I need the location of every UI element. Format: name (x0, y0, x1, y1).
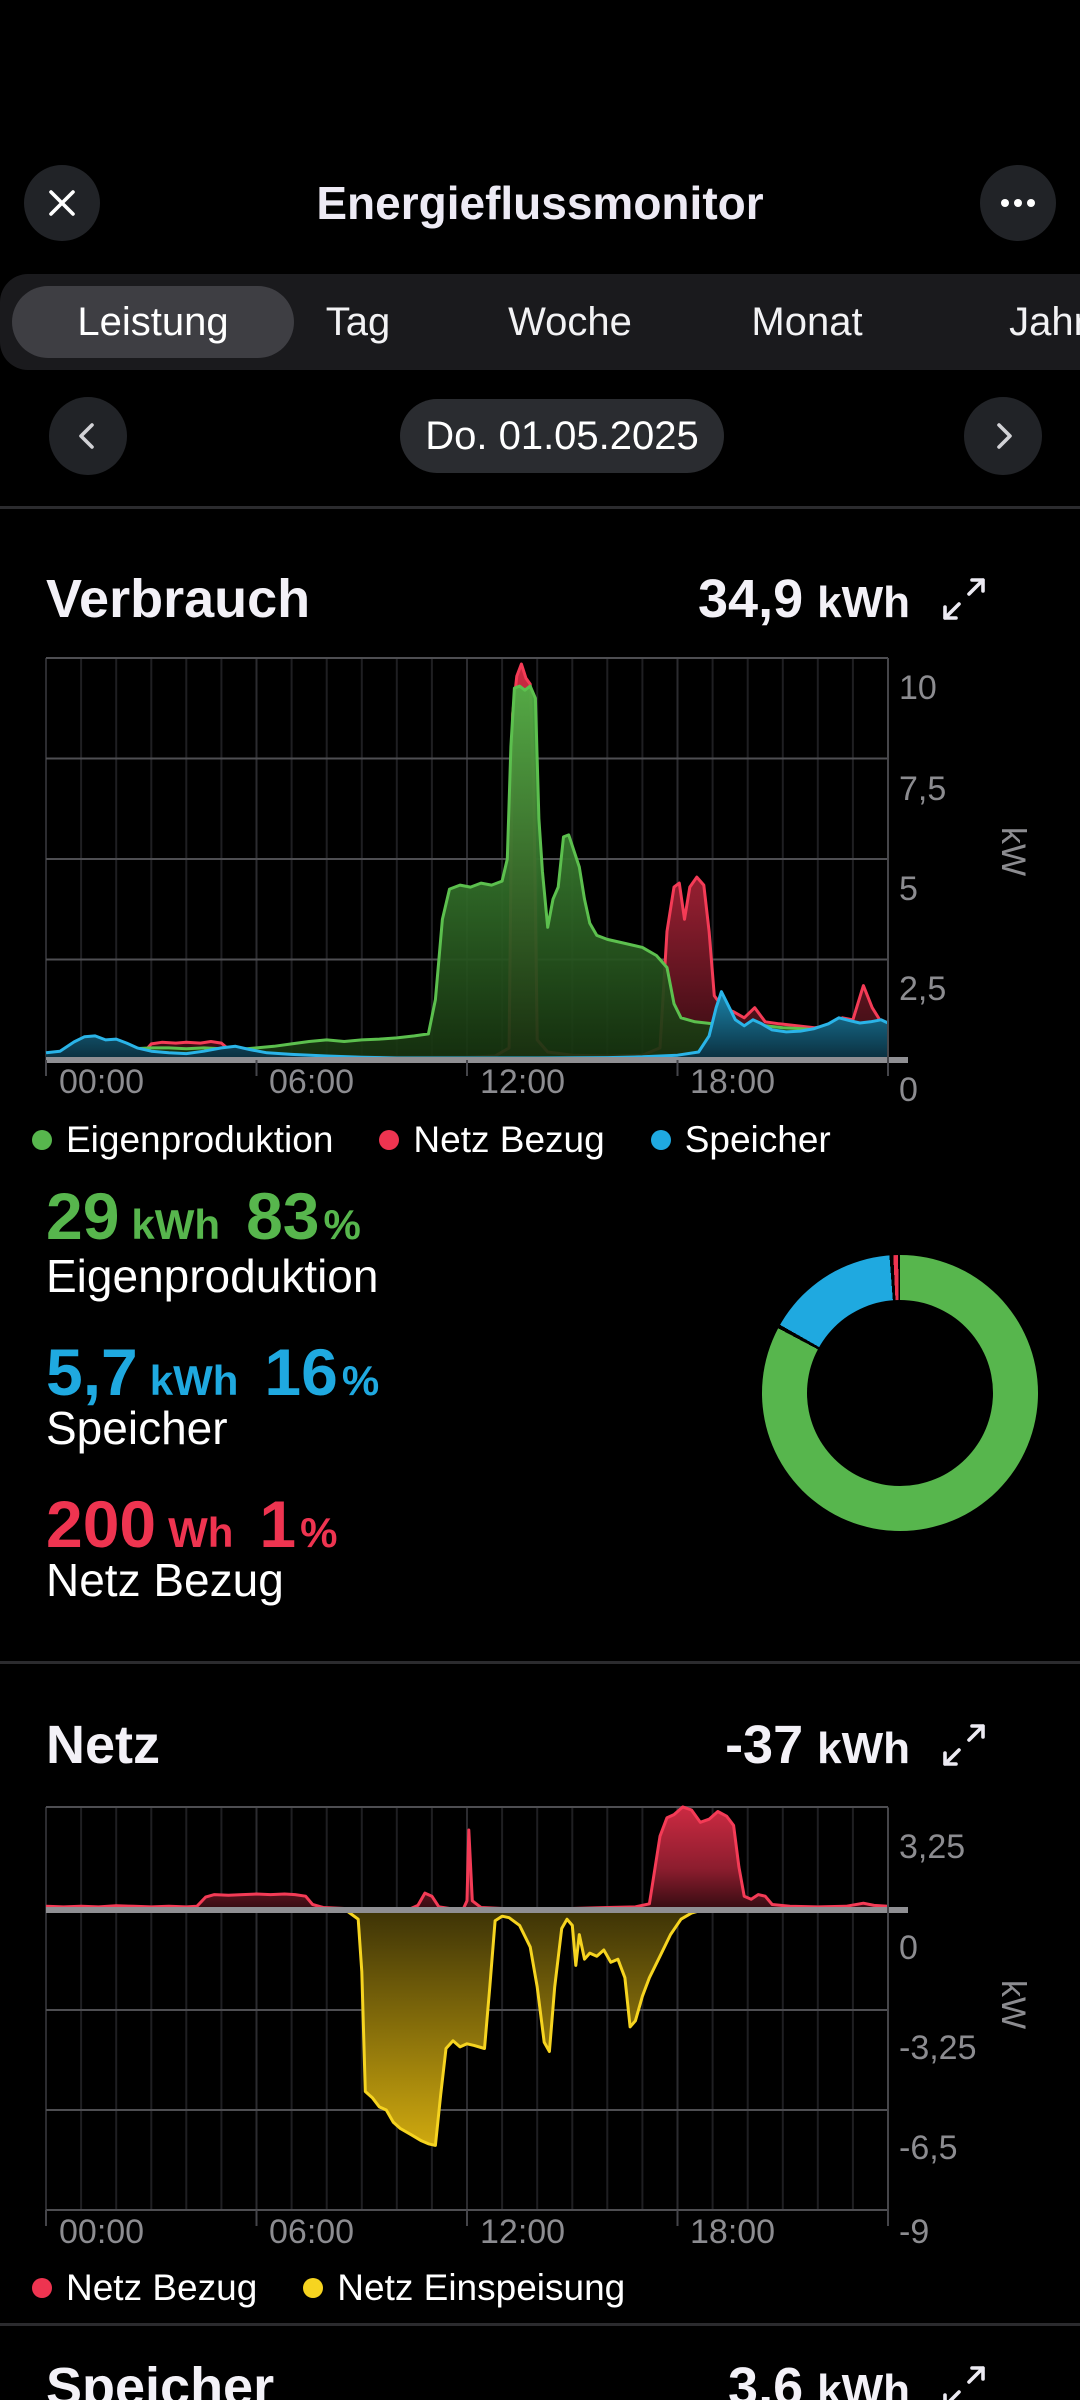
y-tick: 5 (899, 870, 918, 908)
x-tick: 18:00 (690, 2213, 776, 2251)
section-total: 3,6 kWh (728, 2356, 910, 2400)
legend-label: Netz Einspeisung (337, 2267, 626, 2308)
close-icon (45, 186, 79, 220)
total-unit: kWh (817, 578, 910, 627)
prev-day-button[interactable] (49, 397, 127, 475)
section-total: -37 kWh (725, 1714, 910, 1776)
y-tick: 10 (899, 669, 937, 707)
page-title: Energieflussmonitor (316, 177, 764, 229)
y-tick: -9 (899, 2213, 930, 2251)
y-tick: 7,5 (899, 770, 947, 808)
total-value: 34,9 (698, 569, 804, 629)
x-tick: 06:00 (269, 2213, 355, 2251)
tab-label: Monat (751, 299, 863, 344)
tab-label: Woche (508, 299, 632, 344)
date-label: Do. 01.05.2025 (425, 413, 699, 458)
close-button[interactable] (24, 165, 100, 241)
legend-item: Eigenproduktion (32, 1119, 333, 1161)
next-day-button[interactable] (964, 397, 1042, 475)
section-divider (0, 506, 1080, 509)
expand-chart-button[interactable] (936, 1717, 992, 1773)
netz-legend: Netz Bezug Netz Einspeisung (32, 2262, 625, 2314)
x-tick: 12:00 (480, 1063, 566, 1101)
speicher-header: Speicher 3,6 kWh (46, 2352, 992, 2400)
tab-monat[interactable]: Monat (751, 274, 862, 370)
expand-icon (943, 1724, 985, 1766)
total-value: -37 (725, 1715, 804, 1775)
stat-netz-bezug-label: Netz Bezug (46, 1554, 284, 1606)
tab-label: Tag (325, 299, 391, 344)
legend-dot-netz-einspeisung (303, 2278, 324, 2298)
tab-jahr[interactable]: Jahr (1009, 274, 1080, 370)
section-divider (0, 1661, 1080, 1664)
legend-dot-eigenproduktion (32, 1130, 52, 1150)
x-tick: 06:00 (269, 1063, 355, 1101)
netz-header: Netz -37 kWh (46, 1710, 992, 1780)
legend-item: Netz Bezug (379, 1119, 605, 1161)
x-tick: 12:00 (480, 2213, 566, 2251)
tab-leistung[interactable]: Leistung (12, 286, 294, 358)
section-title: Verbrauch (46, 569, 311, 629)
y-axis-unit: kW (994, 826, 1033, 877)
section-title: Netz (46, 1715, 161, 1775)
donut-hole (807, 1300, 993, 1486)
total-value: 3,6 (728, 2357, 804, 2400)
section-total: 34,9 kWh (698, 568, 910, 630)
x-tick: 00:00 (59, 1063, 145, 1101)
legend-item: Netz Einspeisung (303, 2267, 625, 2309)
total-unit: kWh (817, 1724, 910, 1773)
y-tick: 3,25 (899, 1828, 966, 1866)
expand-icon (943, 578, 985, 620)
y-tick: 0 (899, 1929, 918, 1967)
section-title: Speicher (46, 2357, 275, 2400)
tab-label: Jahr (1009, 299, 1080, 344)
legend-dot-speicher (650, 1130, 671, 1150)
y-tick: 2,5 (899, 970, 947, 1008)
legend-dot-netz-bezug (32, 2278, 52, 2298)
menu-button[interactable] (980, 165, 1056, 241)
stat-speicher-label: Speicher (46, 1402, 228, 1454)
date-selector[interactable]: Do. 01.05.2025 (400, 399, 724, 473)
legend-label: Speicher (684, 1119, 831, 1160)
x-tick: 18:00 (690, 1063, 776, 1101)
tab-woche[interactable]: Woche (508, 274, 632, 370)
verbrauch-chart[interactable] (0, 640, 1080, 1100)
legend-label: Eigenproduktion (66, 1119, 334, 1160)
tab-label: Leistung (77, 299, 229, 344)
chevron-right-icon (983, 416, 1023, 456)
legend-item: Netz Bezug (32, 2267, 257, 2309)
ellipsis-icon (998, 197, 1038, 209)
y-axis-unit: kW (994, 1979, 1033, 2030)
legend-item: Speicher (650, 1119, 831, 1161)
legend-dot-netz-bezug (379, 1130, 400, 1150)
x-tick: 00:00 (59, 2213, 145, 2251)
tab-tag[interactable]: Tag (326, 274, 391, 370)
stat-speicher-value: 5,7 kWh 16% (46, 1335, 380, 1409)
netz-chart[interactable] (0, 1790, 1080, 2250)
legend-label: Netz Bezug (66, 2267, 258, 2308)
verbrauch-header: Verbrauch 34,9 kWh (46, 564, 992, 634)
consumption-donut-chart (762, 1255, 1038, 1531)
expand-chart-button[interactable] (936, 2359, 992, 2400)
y-tick: -3,25 (899, 2029, 977, 2067)
verbrauch-legend: Eigenproduktion Netz Bezug Speicher (32, 1114, 831, 1166)
expand-icon (943, 2366, 985, 2400)
total-unit: kWh (817, 2366, 910, 2400)
legend-label: Netz Bezug (413, 1119, 605, 1160)
chevron-left-icon (68, 416, 108, 456)
y-tick: 0 (899, 1071, 918, 1109)
stat-eigenproduktion-label: Eigenproduktion (46, 1250, 379, 1302)
expand-chart-button[interactable] (936, 571, 992, 627)
stat-netz-bezug-value: 200 Wh 1% (46, 1487, 338, 1561)
stat-eigenproduktion-value: 29 kWh 83% (46, 1179, 361, 1253)
section-divider (0, 2323, 1080, 2326)
y-tick: -6,5 (899, 2129, 958, 2167)
